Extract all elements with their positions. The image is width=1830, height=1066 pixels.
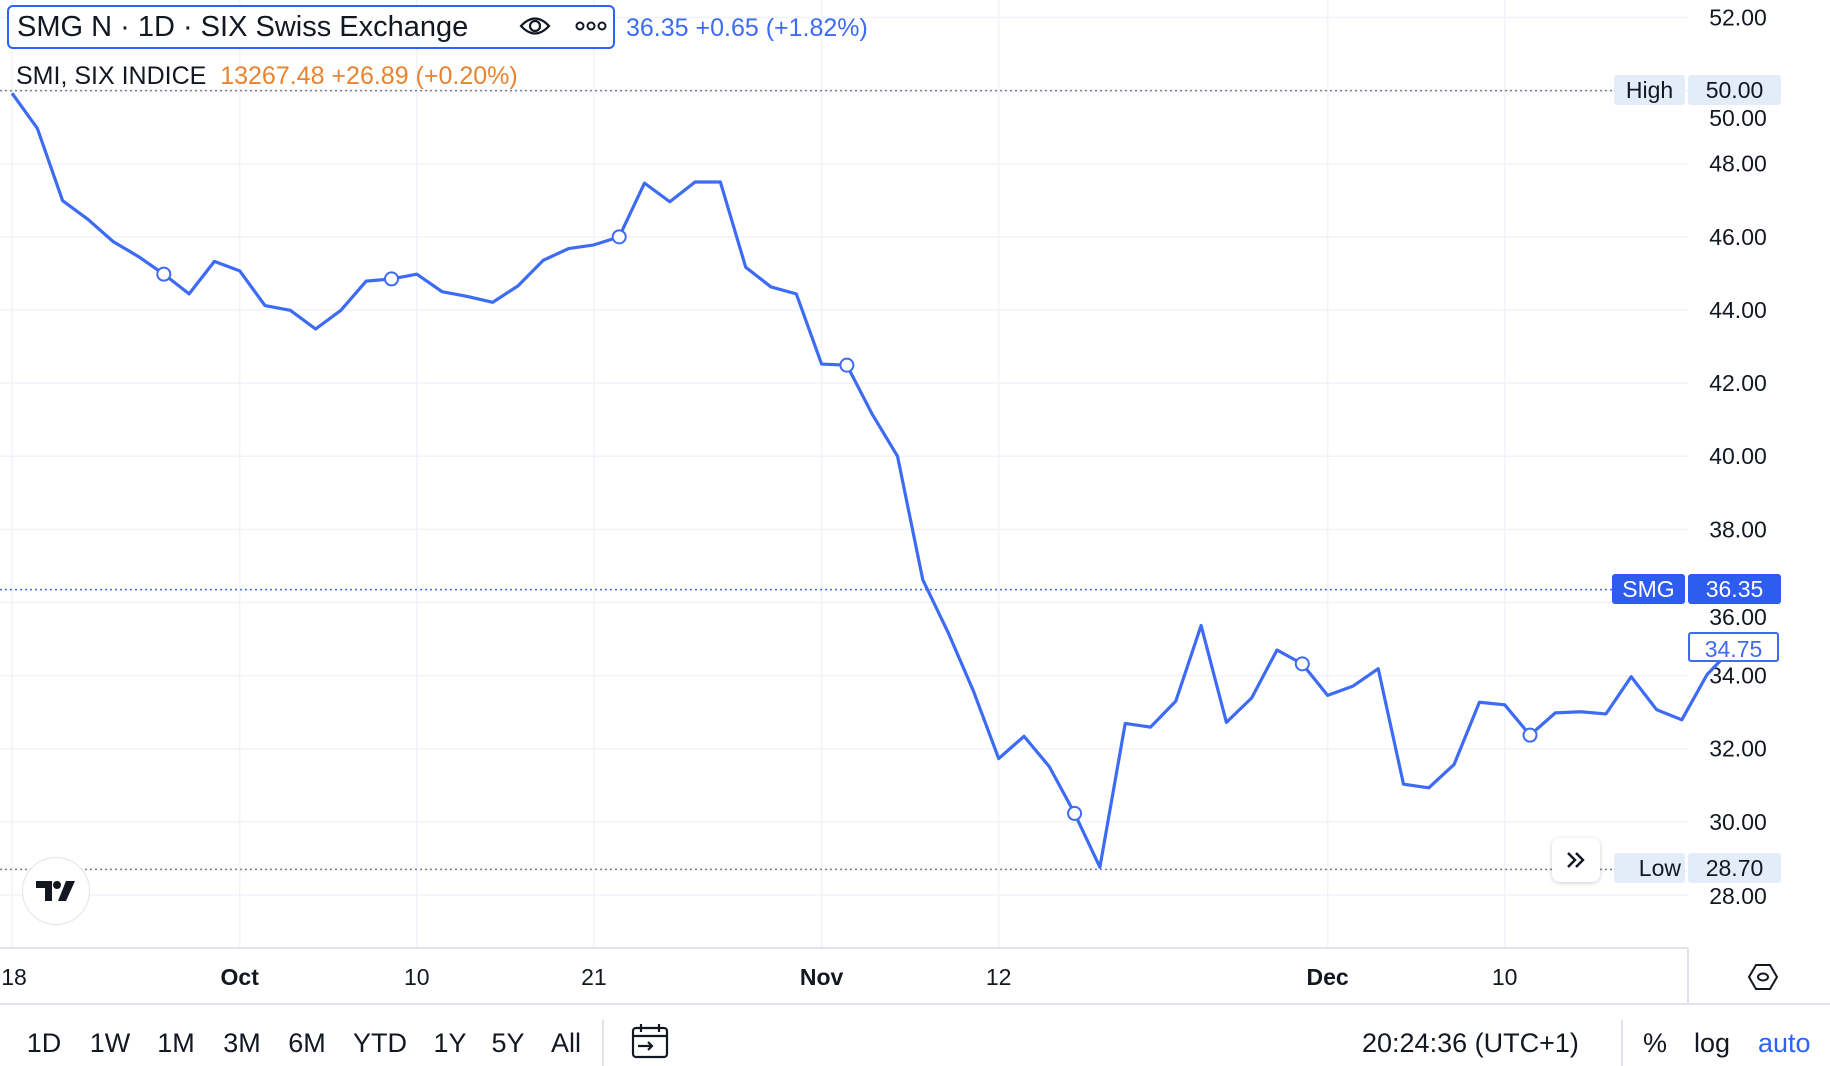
data-point-marker[interactable]: [611, 229, 627, 245]
low-label: Low: [1614, 853, 1685, 883]
y-tick-label: 36.00: [1709, 604, 1767, 630]
range-button-3m[interactable]: 3M: [223, 1028, 261, 1058]
range-button-1y[interactable]: 1Y: [433, 1028, 467, 1058]
tradingview-logo-icon: [36, 881, 75, 901]
scroll-to-latest-button[interactable]: [1552, 838, 1600, 882]
double-chevron-right-icon: [1567, 852, 1585, 868]
eye-icon[interactable]: [519, 13, 551, 45]
clock-time[interactable]: 20:24:36 (UTC+1): [1362, 1028, 1579, 1058]
y-tick-label: 28.00: [1709, 883, 1767, 909]
calendar-icon[interactable]: [630, 1022, 670, 1065]
y-tick-label: 42.00: [1709, 370, 1767, 396]
x-tick-label: 21: [581, 964, 607, 990]
y-tick-label: 48.00: [1709, 151, 1767, 177]
data-point-marker[interactable]: [1522, 727, 1538, 743]
percent-scale-toggle[interactable]: %: [1643, 1028, 1668, 1058]
range-button-1m[interactable]: 1M: [157, 1028, 195, 1058]
toolbar-divider: [602, 1020, 604, 1066]
range-button-1d[interactable]: 1D: [26, 1028, 62, 1058]
low-value: 28.70: [1688, 853, 1781, 883]
symbol-title: SMG N · 1D · SIX Swiss Exchange: [17, 10, 469, 43]
data-point-marker[interactable]: [156, 266, 172, 282]
y-tick-label: 44.00: [1709, 297, 1767, 323]
compare-values: 13267.48 +26.89 (+0.20%): [220, 62, 518, 90]
data-point-marker[interactable]: [839, 357, 855, 373]
y-tick-label: 30.00: [1709, 809, 1767, 835]
y-tick-label: 34.00: [1709, 663, 1767, 689]
last-label: SMG: [1612, 574, 1685, 604]
high-label: High: [1614, 75, 1685, 105]
range-button-5y[interactable]: 5Y: [491, 1028, 525, 1058]
compare-name: SMI, SIX INDICE: [16, 62, 207, 90]
range-button-6m[interactable]: 6M: [288, 1028, 326, 1058]
compare-value-tag: 34.75: [1688, 632, 1779, 662]
range-button-1w[interactable]: 1W: [89, 1028, 131, 1058]
symbol-legend[interactable]: SMG N · 1D · SIX Swiss Exchange: [7, 5, 615, 49]
y-tick-label: 52.00: [1709, 5, 1767, 31]
y-tick-label: 50.00: [1709, 105, 1767, 131]
x-tick-label: 12: [986, 964, 1012, 990]
toolbar-divider: [1621, 1020, 1623, 1066]
last-value: 36.35: [1688, 574, 1781, 604]
x-tick-label: Nov: [800, 964, 844, 990]
x-tick-label: 18: [1, 964, 27, 990]
series-line: [10, 92, 1734, 869]
x-tick-label: 10: [1492, 964, 1518, 990]
y-tick-label: 40.00: [1709, 443, 1767, 469]
y-tick-label: 46.00: [1709, 224, 1767, 250]
more-icon[interactable]: [574, 13, 608, 45]
compare-legend[interactable]: SMI, SIX INDICE 13267.48 +26.89 (+0.20%): [16, 62, 518, 91]
y-tick-label: 32.00: [1709, 736, 1767, 762]
x-tick-label: Dec: [1306, 964, 1348, 990]
high-value: 50.00: [1688, 75, 1781, 105]
auto-scale-toggle[interactable]: auto: [1758, 1028, 1811, 1058]
x-tick-label: Oct: [221, 964, 260, 990]
data-point-marker[interactable]: [384, 271, 399, 287]
y-tick-label: 38.00: [1709, 516, 1767, 542]
log-scale-toggle[interactable]: log: [1694, 1028, 1731, 1058]
tradingview-logo[interactable]: [22, 857, 90, 925]
last-price-change: 36.35 +0.65 (+1.82%): [626, 14, 868, 42]
range-button-all[interactable]: All: [550, 1028, 581, 1058]
chart-settings-icon[interactable]: [1747, 963, 1779, 996]
data-point-marker[interactable]: [1294, 656, 1310, 672]
range-button-ytd[interactable]: YTD: [353, 1028, 407, 1058]
x-tick-label: 10: [404, 964, 430, 990]
data-point-marker[interactable]: [1067, 805, 1083, 821]
